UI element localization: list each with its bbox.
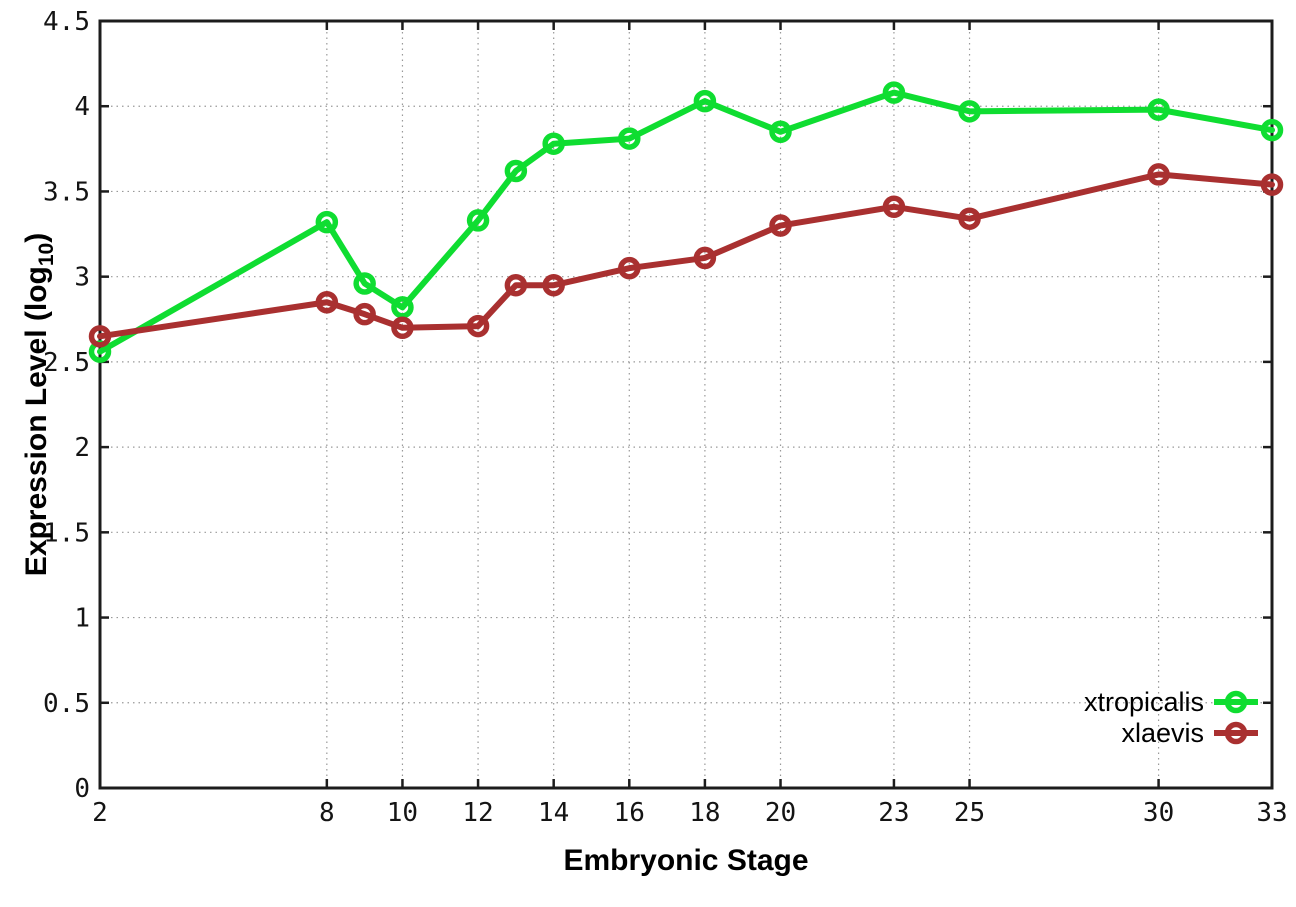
- x-tick-label: 20: [765, 798, 796, 828]
- data-point-marker: [88, 325, 112, 348]
- y-tick-label: 4.5: [43, 7, 90, 37]
- data-point-marker: [1147, 98, 1170, 121]
- data-point-marker: [769, 214, 792, 237]
- grid: [100, 21, 1272, 788]
- legend-label: xtropicalis: [1084, 687, 1204, 717]
- data-point-marker: [353, 302, 376, 326]
- y-tick-label: 2: [74, 433, 90, 463]
- y-tick-label: 3: [74, 263, 90, 293]
- x-tick-label: 30: [1143, 798, 1174, 828]
- data-point-marker: [391, 296, 414, 319]
- y-tick-label: 0.5: [43, 689, 90, 719]
- data-point-marker: [353, 272, 376, 295]
- x-tick-label: 23: [878, 798, 909, 828]
- series-xlaevis: [88, 163, 1284, 348]
- data-point-marker: [882, 195, 906, 219]
- data-point-marker: [315, 210, 339, 234]
- data-point-marker: [958, 100, 981, 123]
- legend-entry-xlaevis: xlaevis: [1121, 718, 1258, 748]
- y-tick-label: 1.5: [43, 518, 90, 548]
- y-tick-label: 4: [74, 92, 90, 122]
- x-tick-label: 14: [538, 798, 569, 828]
- data-point-marker: [542, 132, 565, 155]
- data-point-marker: [769, 120, 792, 144]
- legend-label: xlaevis: [1121, 718, 1204, 748]
- x-axis-label: Embryonic Stage: [563, 844, 808, 877]
- data-point-marker: [1260, 118, 1284, 142]
- y-tick-label: 1: [74, 604, 90, 634]
- x-tick-label: 18: [689, 798, 720, 828]
- data-point-marker: [1147, 163, 1170, 186]
- data-point-marker: [1260, 173, 1284, 196]
- data-point-marker: [466, 314, 490, 338]
- legend-marker: [1224, 690, 1248, 714]
- x-tick-label: 16: [614, 798, 645, 828]
- data-point-marker: [504, 273, 528, 297]
- y-tick-label: 0: [74, 774, 90, 804]
- y-axis-label: Expression Level (log10): [20, 233, 58, 576]
- data-point-marker: [542, 273, 565, 297]
- y-tick-label: 3.5: [43, 177, 90, 207]
- data-point-marker: [315, 290, 339, 314]
- x-tick-label: 25: [954, 798, 985, 828]
- x-tick-label: 8: [319, 798, 335, 828]
- x-tick-label: 33: [1256, 798, 1287, 828]
- data-point-marker: [391, 316, 414, 340]
- data-point-marker: [693, 89, 717, 113]
- x-tick-label: 12: [462, 798, 493, 828]
- data-point-marker: [504, 159, 528, 183]
- x-tick-label: 2: [92, 798, 108, 828]
- data-point-marker: [618, 127, 641, 150]
- series-line: [97, 171, 1275, 340]
- data-point-marker: [618, 256, 641, 280]
- data-point-marker: [958, 207, 981, 230]
- legend-entry-xtropicalis: xtropicalis: [1084, 687, 1258, 717]
- data-point-marker: [882, 81, 906, 104]
- axis-ticks: [98, 19, 1274, 790]
- data-point-marker: [693, 246, 717, 270]
- legend-marker: [1224, 721, 1248, 745]
- plot-border: [98, 19, 1274, 790]
- data-point-marker: [466, 209, 490, 232]
- y-tick-label: 2.5: [43, 348, 90, 378]
- series-xtropicalis: [88, 81, 1284, 363]
- x-tick-label: 10: [387, 798, 418, 828]
